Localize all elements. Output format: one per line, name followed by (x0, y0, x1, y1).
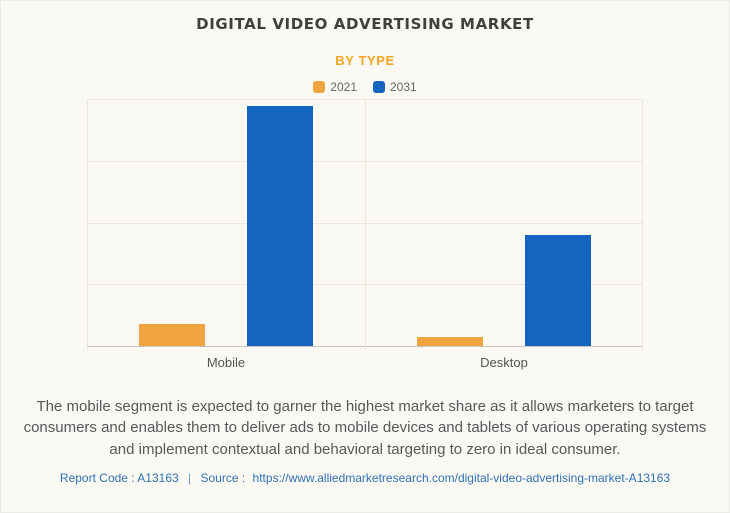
chart-title: DIGITAL VIDEO ADVERTISING MARKET (196, 15, 534, 33)
bar-mobile-2031[interactable] (247, 106, 313, 346)
legend-label-2021: 2021 (330, 80, 357, 94)
bar-desktop-2031[interactable] (525, 234, 591, 346)
legend-label-2031: 2031 (390, 80, 417, 94)
report-code-link[interactable]: Report Code : A13163 (59, 470, 179, 485)
legend-item-2021[interactable]: 2021 (313, 80, 357, 94)
plot-area (87, 99, 643, 350)
x-axis-labels: Mobile Desktop (87, 355, 643, 370)
x-axis-label-mobile: Mobile (206, 355, 246, 370)
legend-item-2031[interactable]: 2031 (373, 80, 417, 94)
bar-desktop-2021[interactable] (417, 337, 483, 346)
source-label: Source : (200, 470, 246, 485)
chart-area: Mobile Desktop (87, 99, 643, 370)
chart-subtitle: BY TYPE (335, 53, 395, 68)
x-axis-label-desktop: Desktop (480, 355, 528, 370)
legend-swatch-2021 (313, 81, 326, 93)
source-url-link[interactable]: https://www.alliedmarketresearch.com/dig… (252, 470, 671, 485)
footer-separator: | (188, 470, 192, 485)
footer: Report Code : A13163 | Source : https://… (1, 471, 729, 485)
legend-swatch-2031 (373, 81, 385, 93)
bar-group-desktop (365, 99, 643, 346)
chart-description: The mobile segment is expected to garner… (23, 398, 707, 458)
bar-group-mobile (87, 99, 365, 346)
chart-legend: 2021 2031 (1, 80, 729, 94)
bar-mobile-2021[interactable] (139, 323, 205, 346)
